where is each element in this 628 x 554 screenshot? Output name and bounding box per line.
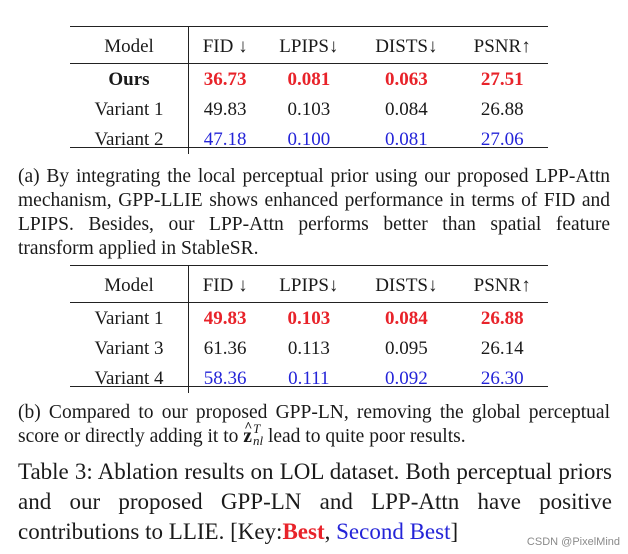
row-model: Ours (70, 63, 189, 94)
caption-b: (b) Compared to our proposed GPP-LN, rem… (18, 401, 610, 450)
table-b-bottom-rule (70, 386, 548, 387)
header-dists: DISTS↓ (375, 35, 438, 57)
header-model: Model (70, 266, 189, 303)
cell-fid: 36.73 (203, 68, 247, 90)
header-psnr: PSNR↑ (473, 35, 531, 57)
table-row: Variant 3 61.36 0.113 0.095 26.14 (70, 333, 548, 363)
cell-fid: 58.36 (203, 367, 247, 389)
header-fid: FID ↓ (202, 35, 248, 57)
cell-fid: 49.83 (203, 98, 247, 120)
table-a-top-rule (70, 26, 548, 27)
cell-psnr: 27.06 (480, 128, 524, 150)
cell-lpips: 0.103 (287, 307, 331, 329)
caption-a: (a) By integrating the local perceptual … (18, 166, 610, 259)
cell-lpips: 0.100 (287, 128, 331, 150)
header-dists: DISTS↓ (375, 274, 438, 296)
table-b: Model FID ↓ LPIPS↓ DISTS↓ PSNR↑ Variant … (70, 266, 548, 393)
cell-psnr: 26.30 (480, 367, 524, 389)
row-model: Variant 3 (70, 333, 189, 363)
table-row: Variant 1 49.83 0.103 0.084 26.88 (70, 302, 548, 333)
cell-psnr: 27.51 (480, 68, 524, 90)
table-b-header-row: Model FID ↓ LPIPS↓ DISTS↓ PSNR↑ (70, 266, 548, 303)
key-separator: , (324, 519, 337, 544)
cell-lpips: 0.103 (287, 98, 331, 120)
cell-dists: 0.084 (384, 98, 428, 120)
table-row: Ours 36.73 0.081 0.063 27.51 (70, 63, 548, 94)
cell-dists: 0.092 (384, 367, 428, 389)
header-fid: FID ↓ (202, 274, 248, 296)
key-second-best: Second Best (336, 519, 451, 544)
row-model: Variant 1 (70, 94, 189, 124)
cell-fid: 47.18 (203, 128, 247, 150)
header-lpips: LPIPS↓ (279, 274, 339, 296)
table-caption-text: Table 3: Ablation results on LOL dataset… (18, 459, 612, 544)
header-psnr: PSNR↑ (473, 274, 531, 296)
table-row: Variant 4 58.36 0.111 0.092 26.30 (70, 363, 548, 393)
cell-lpips: 0.111 (288, 367, 330, 389)
table-row: Variant 2 47.18 0.100 0.081 27.06 (70, 124, 548, 154)
cell-lpips: 0.113 (287, 337, 330, 359)
caption-b-text: (b) Compared to our proposed GPP-LN, rem… (18, 402, 610, 447)
cell-fid: 61.36 (203, 337, 247, 359)
header-model: Model (70, 27, 189, 64)
table-a-header-row: Model FID ↓ LPIPS↓ DISTS↓ PSNR↑ (70, 27, 548, 64)
header-lpips: LPIPS↓ (279, 35, 339, 57)
table-b-top-rule (70, 265, 548, 266)
watermark: CSDN @PixelMind (526, 536, 620, 548)
cell-fid: 49.83 (203, 307, 247, 329)
key-closing: ] (450, 519, 459, 544)
key-best: Best (282, 519, 325, 544)
math-sub: nl (252, 432, 264, 448)
cell-dists: 0.095 (384, 337, 428, 359)
table-caption: Table 3: Ablation results on LOL dataset… (18, 457, 612, 547)
cell-dists: 0.081 (384, 128, 428, 150)
cell-dists: 0.063 (384, 68, 428, 90)
math-hat-icon: ^ (244, 420, 253, 435)
cell-psnr: 26.14 (480, 337, 524, 359)
cell-lpips: 0.081 (287, 68, 331, 90)
cell-psnr: 26.88 (480, 307, 524, 329)
caption-b-text-end: lead to quite poor results. (263, 426, 466, 447)
cell-psnr: 26.88 (480, 98, 524, 120)
table-a-bottom-rule (70, 147, 548, 148)
cell-dists: 0.084 (384, 307, 428, 329)
math-base: z (243, 426, 252, 447)
table-row: Variant 1 49.83 0.103 0.084 26.88 (70, 94, 548, 124)
row-model: Variant 2 (70, 124, 189, 154)
row-model: Variant 4 (70, 363, 189, 393)
math-sup: T (252, 420, 261, 436)
row-model: Variant 1 (70, 302, 189, 333)
table-a: Model FID ↓ LPIPS↓ DISTS↓ PSNR↑ Ours 36.… (70, 27, 548, 154)
